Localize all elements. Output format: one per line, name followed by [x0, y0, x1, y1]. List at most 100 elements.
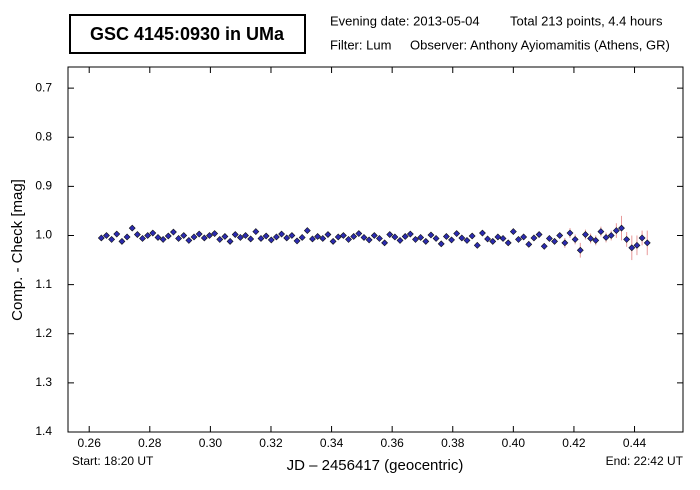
data-point: [288, 232, 296, 239]
data-point: [633, 241, 641, 249]
data-point: [530, 234, 538, 242]
x-tick-label: 0.44: [623, 436, 647, 450]
x-tick-label: 0.40: [502, 436, 526, 450]
data-point: [123, 233, 131, 241]
x-tick-label: 0.36: [380, 436, 404, 450]
data-point: [200, 234, 208, 242]
data-point: [226, 237, 234, 245]
data-point: [365, 236, 373, 244]
data-point: [154, 234, 162, 241]
data-point: [329, 237, 337, 245]
data-point: [257, 235, 265, 242]
data-point: [592, 236, 600, 244]
data-point: [195, 230, 203, 238]
data-point: [607, 232, 615, 239]
data-point: [252, 228, 260, 235]
data-point: [381, 239, 389, 247]
data-point: [602, 234, 610, 241]
data-point: [638, 234, 646, 242]
data-point: [355, 230, 363, 237]
data-point: [278, 230, 286, 238]
x-tick-label: 0.30: [199, 436, 223, 450]
data-point: [417, 234, 425, 241]
data-point: [283, 234, 291, 242]
plot-frame: [67, 66, 684, 433]
data-point: [494, 233, 502, 241]
data-point: [175, 235, 183, 242]
data-point: [273, 233, 280, 241]
data-point: [643, 239, 651, 247]
data-point: [432, 235, 440, 242]
data-point: [540, 242, 548, 250]
data-point: [535, 231, 543, 238]
data-point: [551, 237, 558, 245]
data-point: [525, 240, 533, 248]
data-point: [556, 232, 564, 239]
data-point: [448, 236, 455, 244]
data-point: [314, 233, 322, 240]
data-point: [149, 229, 157, 237]
data-point: [437, 240, 445, 248]
x-tick-label: 0.28: [138, 436, 162, 450]
data-point: [113, 230, 121, 238]
data-point: [406, 230, 414, 238]
data-point: [164, 232, 172, 240]
data-point: [463, 236, 471, 244]
end-time: End: 22:42 UT: [606, 454, 684, 468]
data-point: [391, 233, 399, 241]
y-axis-label: Comp. - Check [mag]: [9, 179, 26, 321]
data-point: [103, 232, 110, 239]
data-point: [267, 236, 275, 244]
data-point: [133, 231, 141, 238]
data-point: [303, 227, 311, 235]
data-point: [582, 231, 589, 238]
data-point: [484, 235, 492, 243]
data-point: [170, 228, 177, 236]
data-point: [211, 230, 219, 237]
y-tick-label: 1.2: [35, 326, 52, 340]
y-tick-label: 1.0: [35, 228, 52, 242]
x-tick-label: 0.38: [441, 436, 465, 450]
data-point: [422, 237, 430, 245]
data-point: [298, 234, 306, 241]
data-point: [576, 246, 584, 254]
data-point: [587, 235, 595, 242]
data-point: [139, 235, 146, 242]
data-point: [221, 233, 229, 240]
data-point: [628, 244, 636, 252]
data-point: [339, 232, 347, 239]
title-box: [69, 14, 306, 54]
data-point: [309, 235, 316, 243]
data-point: [180, 232, 188, 239]
data-point: [108, 236, 116, 243]
x-tick-label: 0.42: [562, 436, 586, 450]
data-point: [319, 235, 327, 242]
data-point: [458, 234, 466, 242]
data-point: [370, 232, 378, 239]
x-tick-label: 0.32: [259, 436, 283, 450]
evening-date: Evening date: 2013-05-04: [330, 13, 480, 28]
data-point: [401, 233, 409, 240]
y-tick-label: 0.8: [35, 129, 52, 143]
data-point: [190, 233, 198, 241]
data-point: [504, 239, 512, 247]
data-point: [293, 237, 301, 245]
data-point: [97, 234, 105, 242]
data-point: [324, 231, 332, 238]
data-point: [509, 228, 517, 235]
start-time: Start: 18:20 UT: [72, 454, 154, 468]
data-point: [468, 232, 476, 240]
data-point: [159, 236, 167, 243]
data-point: [386, 231, 394, 238]
observer: Observer: Anthony Ayiomamitis (Athens, G…: [410, 37, 670, 52]
data-point: [216, 236, 224, 243]
data-point: [247, 235, 255, 243]
data-point: [396, 236, 404, 244]
data-point: [262, 232, 270, 240]
data-point: [545, 235, 553, 242]
y-tick-label: 1.3: [35, 375, 52, 389]
data-point: [597, 228, 605, 235]
x-axis-label: JD – 2456417 (geocentric): [287, 457, 464, 474]
data-point: [479, 229, 486, 237]
